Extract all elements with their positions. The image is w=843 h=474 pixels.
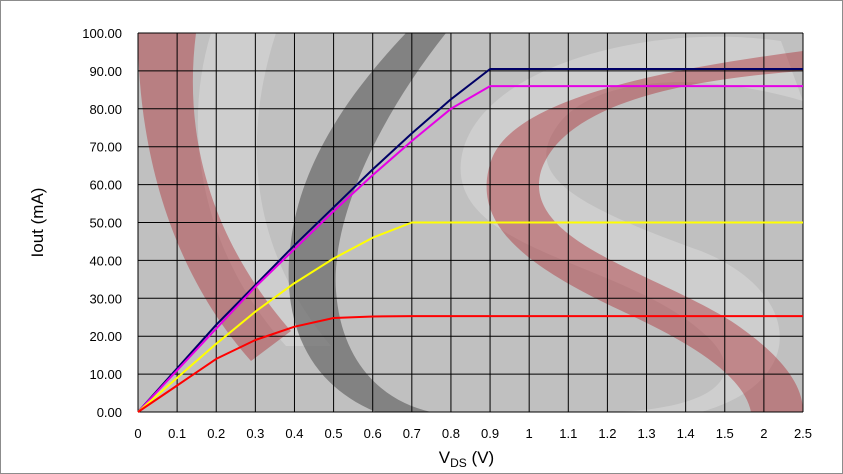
x-tick-label: 0.5 [325, 426, 343, 441]
series-line-2 [137, 85, 803, 413]
y-tick-label: 70.00 [89, 140, 122, 155]
x-tick-label: 1.5 [716, 426, 734, 441]
watermark-red-left [138, 33, 291, 361]
y-tick-label: 50.00 [89, 216, 122, 231]
y-tick-label: 60.00 [89, 178, 122, 193]
x-tick-label: 0.1 [168, 426, 186, 441]
series-line-1 [137, 68, 803, 413]
watermark-red-right [486, 51, 803, 412]
y-tick-label: 80.00 [89, 102, 122, 117]
y-tick-label: 100.00 [82, 26, 122, 41]
y-axis-title: Iout (mA) [28, 188, 47, 258]
x-tick-label: 0.8 [442, 426, 460, 441]
watermark-dark-swoosh [288, 33, 446, 412]
watermark-light-curve [460, 36, 803, 412]
x-tick-label: 0.9 [481, 426, 499, 441]
y-tick-label: 0.00 [97, 405, 122, 420]
x-axis-title-unit: (V) [467, 448, 494, 467]
y-tick-label: 40.00 [89, 253, 122, 268]
watermark-light-stroke [197, 33, 331, 346]
series-lines [137, 68, 803, 413]
x-tick-labels: 0 0.1 0.2 0.3 0.4 0.5 0.6 0.7 0.8 0.9 1 1.1 1.2 1.3 1.… [134, 426, 812, 441]
x-tick-label: 1.3 [637, 426, 655, 441]
y-tick-label: 90.00 [89, 64, 122, 79]
x-tick-label: 0.6 [364, 426, 382, 441]
y-tick-label: 30.00 [89, 291, 122, 306]
x-tick-label: 0 [134, 426, 141, 441]
x-tick-label: 2 [760, 426, 767, 441]
x-tick-label: 0.2 [207, 426, 225, 441]
x-tick-label: 0.4 [285, 426, 303, 441]
y-tick-label: 20.00 [89, 329, 122, 344]
x-tick-label: 1 [526, 426, 533, 441]
x-axis-title-main: V [439, 448, 451, 467]
x-tick-label: 2.5 [794, 426, 812, 441]
series-line-4 [137, 315, 803, 413]
y-tick-labels: 0.00 10.00 20.00 30.00 40.00 50.00 60.00 70.00 8… [82, 26, 122, 420]
series-line-3 [137, 221, 803, 413]
x-axis-title: VDS (V) [439, 448, 494, 470]
x-tick-label: 0.7 [403, 426, 421, 441]
y-tick-label: 10.00 [89, 367, 122, 382]
x-tick-label: 1.1 [559, 426, 577, 441]
x-tick-label: 0.3 [246, 426, 264, 441]
watermark-art [138, 33, 803, 412]
x-axis-title-subscript: DS [450, 456, 467, 470]
x-tick-label: 1.4 [677, 426, 695, 441]
x-tick-label: 1.2 [598, 426, 616, 441]
